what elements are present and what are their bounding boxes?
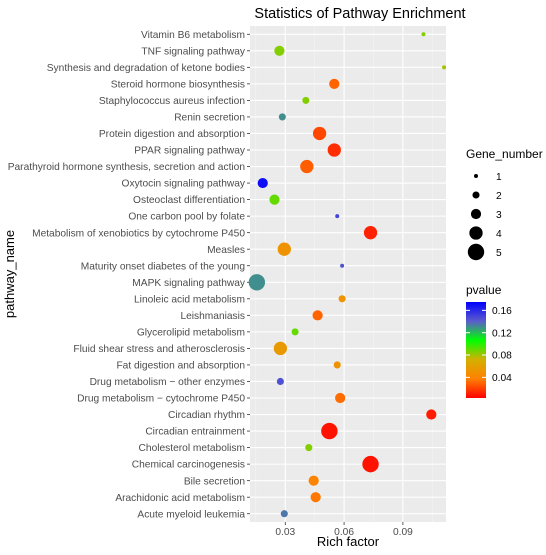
gene-number-legend-label: 2 [496, 191, 502, 202]
y-tick-label: Fat digestion and absorption [116, 361, 245, 372]
y-tick-label: Metabolism of xenobiotics by cytochrome … [32, 228, 245, 239]
data-point [291, 328, 299, 336]
data-point [257, 177, 268, 189]
y-tick-label: Arachidonic acid metabolism [115, 493, 245, 504]
data-point [338, 295, 346, 303]
pvalue-tick-label: 0.12 [492, 328, 512, 339]
gene-number-legend-label: 3 [496, 210, 502, 221]
gene-number-legend-items: 1 2 3 4 5 [467, 172, 502, 261]
data-point [312, 126, 327, 141]
y-tick-label: Steroid hormone biosynthesis [111, 79, 245, 90]
y-tick-label: Staphylococcus aureus infection [99, 96, 245, 107]
gene-number-legend-label: 1 [496, 172, 502, 183]
gene-number-legend-dot [470, 208, 482, 220]
data-point [280, 510, 288, 518]
data-point [327, 143, 341, 157]
data-point [248, 274, 266, 291]
pvalue-tick-label: 0.04 [492, 373, 512, 384]
y-tick-label: TNF signaling pathway [141, 46, 246, 57]
x-tick-labels: 0.03 0.06 0.09 [275, 522, 413, 538]
gene-number-legend-dot [472, 191, 480, 199]
pvalue-tick-label: 0.16 [492, 306, 512, 317]
gene-number-legend: Gene_number 1 2 3 4 5 [466, 147, 543, 261]
y-tick-label: Bile secretion [184, 476, 245, 487]
y-tick-label: Drug metabolism − cytochrome P450 [77, 394, 245, 405]
y-tick-label: Protein digestion and absorption [99, 129, 245, 140]
data-point [426, 409, 437, 420]
data-point [421, 32, 426, 37]
y-tick-label: Cholesterol metabolism [139, 443, 245, 454]
data-point [278, 113, 286, 121]
gene-number-legend-label: 4 [496, 229, 502, 240]
data-point [362, 455, 379, 473]
y-tick-label: Maturity onset diabetes of the young [81, 261, 246, 272]
data-point [269, 194, 280, 205]
y-tick-label: Parathyroid hormone synthesis, secretion… [8, 162, 245, 173]
gene-number-legend-dot [469, 226, 483, 240]
y-tick-label: Osteoclast differentiation [133, 195, 245, 206]
y-tick-label: Circadian rhythm [168, 410, 245, 421]
x-tick-label: 0.06 [334, 527, 354, 538]
y-tick-label: MAPK signaling pathway [132, 278, 246, 289]
y-tick-label: Chemical carcinogenesis [132, 460, 245, 471]
x-tick-label: 0.09 [393, 527, 413, 538]
y-tick-label: Acute myeloid leukemia [137, 509, 245, 520]
pvalue-colorbar [466, 302, 486, 398]
data-point [321, 422, 338, 440]
y-axis-title: pathway_name [2, 230, 17, 318]
chart-title: Statistics of Pathway Enrichment [254, 6, 465, 22]
data-point [300, 159, 314, 174]
y-tick-label: Linoleic acid metabolism [134, 294, 245, 305]
data-points [248, 32, 447, 518]
pvalue-legend-title: pvalue [466, 283, 502, 297]
data-point [274, 45, 285, 56]
gene-number-legend-title: Gene_number [466, 147, 543, 161]
data-point [277, 242, 291, 256]
y-tick-label: Vitamin B6 metabolism [141, 30, 245, 41]
data-point [363, 226, 378, 240]
y-tick-label: Renin secretion [174, 113, 245, 124]
y-tick-label: Measles [207, 245, 245, 256]
pvalue-legend-ticks: 0.16 0.12 0.08 0.04 [466, 306, 512, 384]
y-tick-label: Circadian entrainment [145, 427, 245, 438]
grid-lines [250, 26, 446, 522]
gene-number-legend-dot [474, 174, 478, 178]
y-tick-label: Fluid shear stress and atherosclerosis [73, 344, 245, 355]
data-point [276, 377, 284, 386]
x-tick-label: 0.03 [275, 527, 295, 538]
gene-number-legend-label: 5 [496, 248, 502, 259]
x-axis-title: Rich factor [317, 534, 380, 549]
pvalue-tick-label: 0.08 [492, 351, 512, 362]
data-point [335, 214, 340, 219]
data-point [335, 392, 346, 404]
y-tick-label: One carbon pool by folate [128, 212, 245, 223]
data-point [340, 263, 345, 268]
data-point [310, 492, 321, 503]
data-point [305, 444, 313, 452]
gene-number-legend-dot [467, 243, 485, 261]
pvalue-legend: pvalue 0.16 0.12 0.08 0.04 [466, 283, 512, 398]
data-point [329, 78, 340, 89]
data-point [302, 96, 310, 104]
data-point [333, 361, 341, 369]
data-point [442, 65, 447, 70]
plot-panel [250, 26, 446, 522]
data-point [312, 310, 323, 321]
y-tick-label: Synthesis and degradation of ketone bodi… [47, 63, 245, 74]
data-point [308, 475, 319, 486]
data-point [273, 341, 288, 356]
y-tick-label: Oxytocin signaling pathway [122, 179, 246, 190]
y-tick-label: Glycerolipid metabolism [137, 327, 245, 338]
y-tick-label: PPAR signaling pathway [134, 146, 246, 157]
y-tick-label: Drug metabolism − other enzymes [90, 377, 245, 388]
y-tick-labels: Acute myeloid leukemia Arachidonic acid m… [8, 30, 250, 520]
y-tick-label: Leishmaniasis [180, 311, 245, 322]
